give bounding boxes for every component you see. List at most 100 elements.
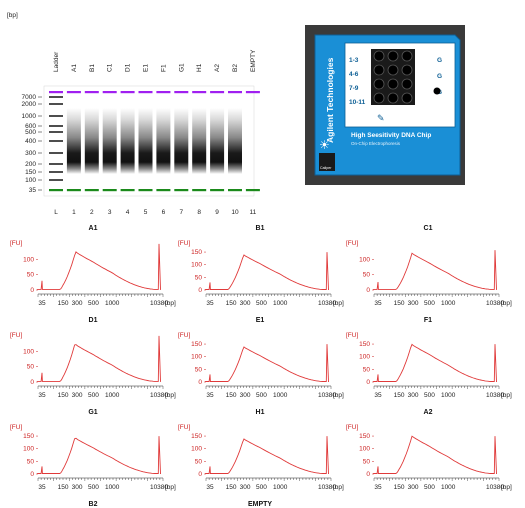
trace-line (205, 436, 329, 474)
fu-tick-label: 100 (359, 354, 370, 361)
fu-axis-label: [FU] (346, 424, 358, 431)
sample-well (387, 78, 399, 90)
x-tick-label: 10380 (486, 484, 504, 491)
ladder-band (49, 131, 63, 133)
gel-well-label: G (437, 73, 442, 80)
sample-well (373, 92, 385, 104)
x-tick-label: 35 (206, 300, 214, 307)
fu-tick-label: 150 (191, 433, 202, 440)
x-unit-label: [bp] (501, 484, 512, 491)
lane-label-top: EMPTY (250, 49, 257, 72)
lane-label-bottom: 1 (72, 209, 76, 216)
fu-tick-label: 150 (359, 341, 370, 348)
fu-tick-label: 100 (191, 354, 202, 361)
fu-tick-label: 50 (363, 272, 371, 279)
gel-image: [bp]70002000100060050040030020015010035L… (7, 12, 260, 216)
gel-y-tick: 500 (25, 129, 36, 136)
sample-smear (228, 108, 242, 174)
lower-marker-band (66, 189, 81, 192)
x-tick-label: 300 (240, 300, 251, 307)
x-tick-label: 300 (240, 392, 251, 399)
x-tick-label: 150 (58, 300, 69, 307)
x-unit-label: [bp] (333, 392, 344, 399)
lane-label-top: A2 (214, 64, 221, 72)
lane-label-bottom: 5 (144, 209, 148, 216)
sample-well (401, 50, 413, 62)
x-tick-label: 10380 (150, 484, 168, 491)
ladder-band (49, 115, 63, 117)
x-tick-label: 500 (88, 300, 99, 307)
gel-y-tick: 150 (25, 169, 36, 176)
lane-label-top: D1 (125, 63, 132, 72)
panel-title-label: F1 (424, 317, 432, 324)
fu-tick-label: 0 (366, 287, 370, 294)
sample-smear (66, 108, 81, 174)
fu-tick-label: 0 (366, 379, 370, 386)
panel-title-label: C1 (424, 225, 433, 232)
fu-tick-label: 50 (27, 458, 35, 465)
sample-well (401, 92, 413, 104)
sample-smear (102, 108, 117, 174)
x-tick-label: 1000 (105, 300, 120, 307)
x-tick-label: 10380 (486, 392, 504, 399)
sample-smear (156, 108, 171, 174)
upper-marker-band (84, 91, 99, 94)
upper-marker-band (49, 91, 63, 94)
chip-title: High Seesitivity DNA Chip (351, 132, 431, 139)
pipette-icon: ✎ (377, 113, 385, 123)
trace-line (37, 335, 161, 382)
panel-title-label: H1 (256, 409, 265, 416)
x-tick-label: 10380 (318, 300, 336, 307)
x-unit-label: [bp] (333, 300, 344, 307)
x-tick-label: 300 (72, 300, 83, 307)
lower-marker-band (49, 189, 63, 192)
trace-line (37, 243, 161, 290)
gel-y-tick: 300 (25, 150, 36, 157)
x-unit-label: [bp] (333, 484, 344, 491)
lower-marker-band (156, 189, 171, 192)
lane-label-top: H1 (196, 63, 203, 72)
electropherogram: [FU] 0 50 100 35 150 300 500 1000 10380[bp] (346, 240, 512, 307)
fu-tick-label: 50 (27, 272, 35, 279)
upper-marker-band (120, 91, 135, 94)
lane-label-top: C1 (107, 63, 114, 72)
gel-well-label: G (437, 57, 442, 64)
fu-tick-label: 0 (198, 471, 202, 478)
x-tick-label: 1000 (441, 392, 456, 399)
upper-marker-band (66, 91, 81, 94)
sample-well (387, 50, 399, 62)
x-tick-label: 1000 (441, 484, 456, 491)
ladder-band (49, 103, 63, 105)
x-tick-label: 1000 (105, 392, 120, 399)
x-tick-label: 500 (256, 484, 267, 491)
x-tick-label: 10380 (318, 392, 336, 399)
x-tick-label: 300 (72, 392, 83, 399)
x-tick-label: 1000 (441, 300, 456, 307)
panel-title-label: EMPTY (248, 501, 272, 508)
x-tick-label: 35 (374, 392, 382, 399)
caliper-logo (319, 153, 335, 171)
gel-y-tick: 400 (25, 138, 36, 145)
fu-tick-label: 150 (191, 341, 202, 348)
x-tick-label: 10380 (150, 392, 168, 399)
fu-axis-label: [FU] (178, 332, 190, 339)
x-tick-label: 500 (256, 392, 267, 399)
sample-smear (210, 108, 225, 174)
trace-line (37, 436, 161, 474)
sample-smear (138, 108, 153, 174)
fu-axis-label: [FU] (10, 240, 22, 247)
fu-axis-label: [FU] (10, 332, 22, 339)
x-tick-label: 35 (38, 392, 46, 399)
lane-label-top: E1 (143, 64, 150, 72)
ladder-well (433, 87, 441, 95)
lower-marker-band (210, 189, 225, 192)
x-tick-label: 35 (38, 484, 46, 491)
lane-label-top: A1 (71, 64, 78, 72)
chip-row-label: 1-3 (349, 57, 359, 64)
lane-label-top: Ladder (53, 51, 60, 72)
sample-well (373, 50, 385, 62)
sample-well (387, 92, 399, 104)
